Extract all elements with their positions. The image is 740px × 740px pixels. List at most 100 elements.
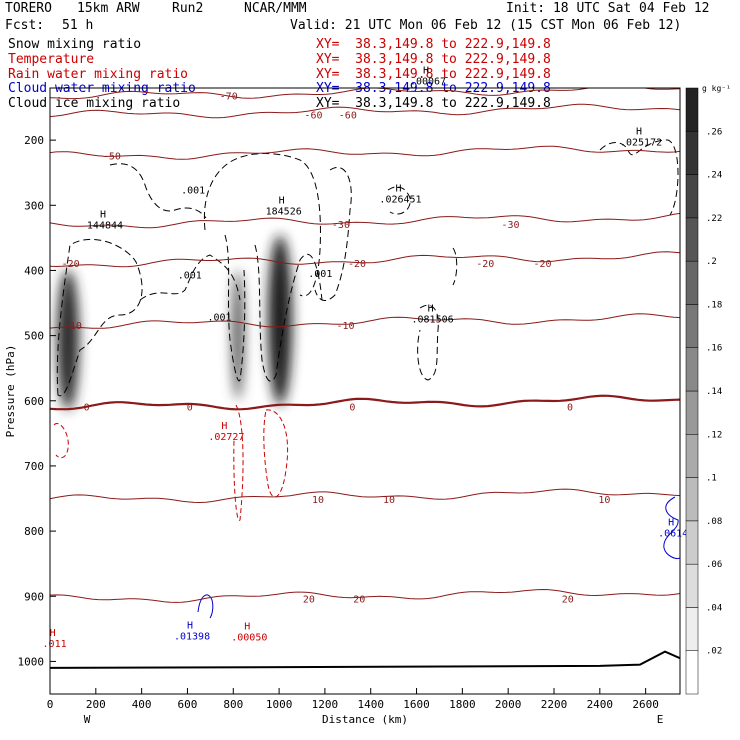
maximum-marker: H [636, 126, 642, 137]
x-tick-label: 2200 [541, 698, 568, 711]
maximum-value-label: .011 [43, 639, 67, 650]
temperature-contour-10 [50, 488, 680, 504]
model-center: NCAR/MMM [244, 1, 307, 16]
model-name: TORERO [5, 1, 52, 16]
temperature-label: -20 [534, 259, 552, 270]
colorbar-tick-label: .16 [706, 344, 722, 354]
x-end-label-east: E [657, 713, 664, 726]
colorbar-segment [685, 563, 699, 608]
colorbar-tick-label: .1 [706, 474, 717, 484]
x-tick-label: 800 [223, 698, 243, 711]
temperature-label: 0 [349, 402, 355, 413]
maximum-marker: H [244, 622, 250, 633]
x-tick-label: 0 [47, 698, 54, 711]
temperature-contour--70 [50, 88, 680, 100]
colorbar-tick-label: .04 [706, 603, 722, 613]
cloud-ice-contour-label: .001 [181, 186, 205, 197]
y-tick-label: 600 [24, 395, 44, 408]
x-tick-label: 2400 [587, 698, 614, 711]
temperature-contour--60 [50, 103, 680, 119]
colorbar-tick-label: .12 [706, 430, 722, 440]
maximum-value-label: .00050 [231, 633, 267, 644]
temperature-label: 20 [303, 595, 315, 606]
valid-time: Valid: 21 UTC Mon 06 Feb 12 (15 CST Mon … [290, 18, 682, 33]
x-axis-label: Distance (km) [322, 713, 408, 726]
x-tick-label: 1000 [266, 698, 293, 711]
colorbar-tick-label: .14 [706, 387, 722, 397]
temperature-contour--50 [50, 145, 680, 160]
temperature-label: -60 [339, 110, 357, 121]
maximum-value-label: .0614 [658, 528, 688, 539]
temperature-label: -30 [332, 220, 350, 231]
y-tick-label: 800 [24, 525, 44, 538]
maximum-value-label: 184526 [266, 206, 302, 217]
colorbar-segment [685, 390, 699, 435]
maximum-marker: H [187, 620, 193, 631]
init-time: Init: 18 UTC Sat 04 Feb 12 [506, 1, 710, 16]
colorbar-tick-label: .26 [706, 127, 722, 137]
temperature-label: -10 [336, 321, 354, 332]
rain-water-contours [53, 404, 289, 521]
x-tick-label: 1400 [357, 698, 384, 711]
colorbar-tick-label: .22 [706, 214, 722, 224]
temperature-label: 20 [562, 595, 574, 606]
maximum-marker: H [279, 195, 285, 206]
y-tick-label: 400 [24, 264, 44, 277]
colorbar-segment [685, 131, 699, 175]
cloud-water-contours [197, 496, 680, 619]
model-resolution: 15km ARW [77, 1, 140, 16]
surface-line [50, 650, 680, 669]
temperature-label: 10 [598, 495, 610, 506]
colorbar: .02 .04 .06 .08 .1 .12 .14 .16 .18 .2 .22 .24 .26 g k… [685, 84, 731, 695]
x-tick-label: 2600 [632, 698, 659, 711]
temperature-label: -20 [476, 259, 494, 270]
temperature-contour--30 [50, 212, 680, 229]
temperature-label: -20 [62, 259, 80, 270]
axes: 0 200 400 600 800 1000 1200 1400 1600 1800 2000 220… [4, 134, 663, 726]
maximum-value-label: .081506 [412, 315, 454, 326]
y-tick-label: 300 [24, 199, 44, 212]
colorbar-segment [685, 607, 699, 651]
forecast-label: Fcst: [5, 18, 45, 33]
temperature-label: 10 [383, 495, 395, 506]
colorbar-segment [685, 174, 699, 219]
maximum-marker: H [428, 304, 434, 315]
colorbar-segment [685, 520, 699, 565]
cloud-ice-contour-label: .001 [207, 313, 231, 324]
x-tick-label: 2000 [495, 698, 522, 711]
temperature-label: -30 [501, 220, 519, 231]
x-tick-label: 200 [86, 698, 106, 711]
colorbar-segment [685, 434, 699, 478]
colorbar-segment [685, 87, 699, 132]
temperature-label: -10 [64, 321, 82, 332]
maximum-marker: H [395, 184, 401, 195]
temperature-contour--20 [50, 251, 680, 268]
field-xy-rain: XY= 38.3,149.8 to 222.9,149.8 [316, 67, 551, 82]
maximum-marker: H [668, 517, 674, 528]
cloud-ice-contour-label: .001 [308, 269, 332, 280]
colorbar-segment [685, 260, 699, 305]
field-name-temperature: Temperature [8, 52, 95, 67]
colorbar-unit: g kg⁻¹ [702, 84, 731, 93]
temperature-label: 0 [84, 402, 90, 413]
y-tick-label: 700 [24, 460, 44, 473]
x-tick-label: 600 [178, 698, 198, 711]
colorbar-segment [685, 347, 699, 392]
temperature-contour-20 [50, 588, 680, 603]
temperature-contours [50, 88, 680, 669]
colorbar-tick-label: .08 [706, 517, 722, 527]
maximum-value-label: 144844 [87, 221, 123, 232]
maximum-value-label: .00067 [410, 77, 446, 88]
field-xy-cloud-ice: XY= 38.3,149.8 to 222.9,149.8 [316, 96, 551, 111]
maximum-marker: H [423, 66, 429, 77]
plot-frame [49, 87, 681, 695]
snow-mixing-ratio-shading [57, 235, 292, 410]
y-axis-label: Pressure (hPa) [4, 345, 17, 438]
colorbar-segment [685, 217, 699, 262]
temperature-label: 20 [353, 595, 365, 606]
field-name-cloud-ice: Cloud ice mixing ratio [8, 96, 181, 111]
model-run: Run2 [172, 1, 204, 16]
field-name-snow: Snow mixing ratio [8, 37, 142, 52]
field-name-rain: Rain water mixing ratio [8, 67, 189, 82]
